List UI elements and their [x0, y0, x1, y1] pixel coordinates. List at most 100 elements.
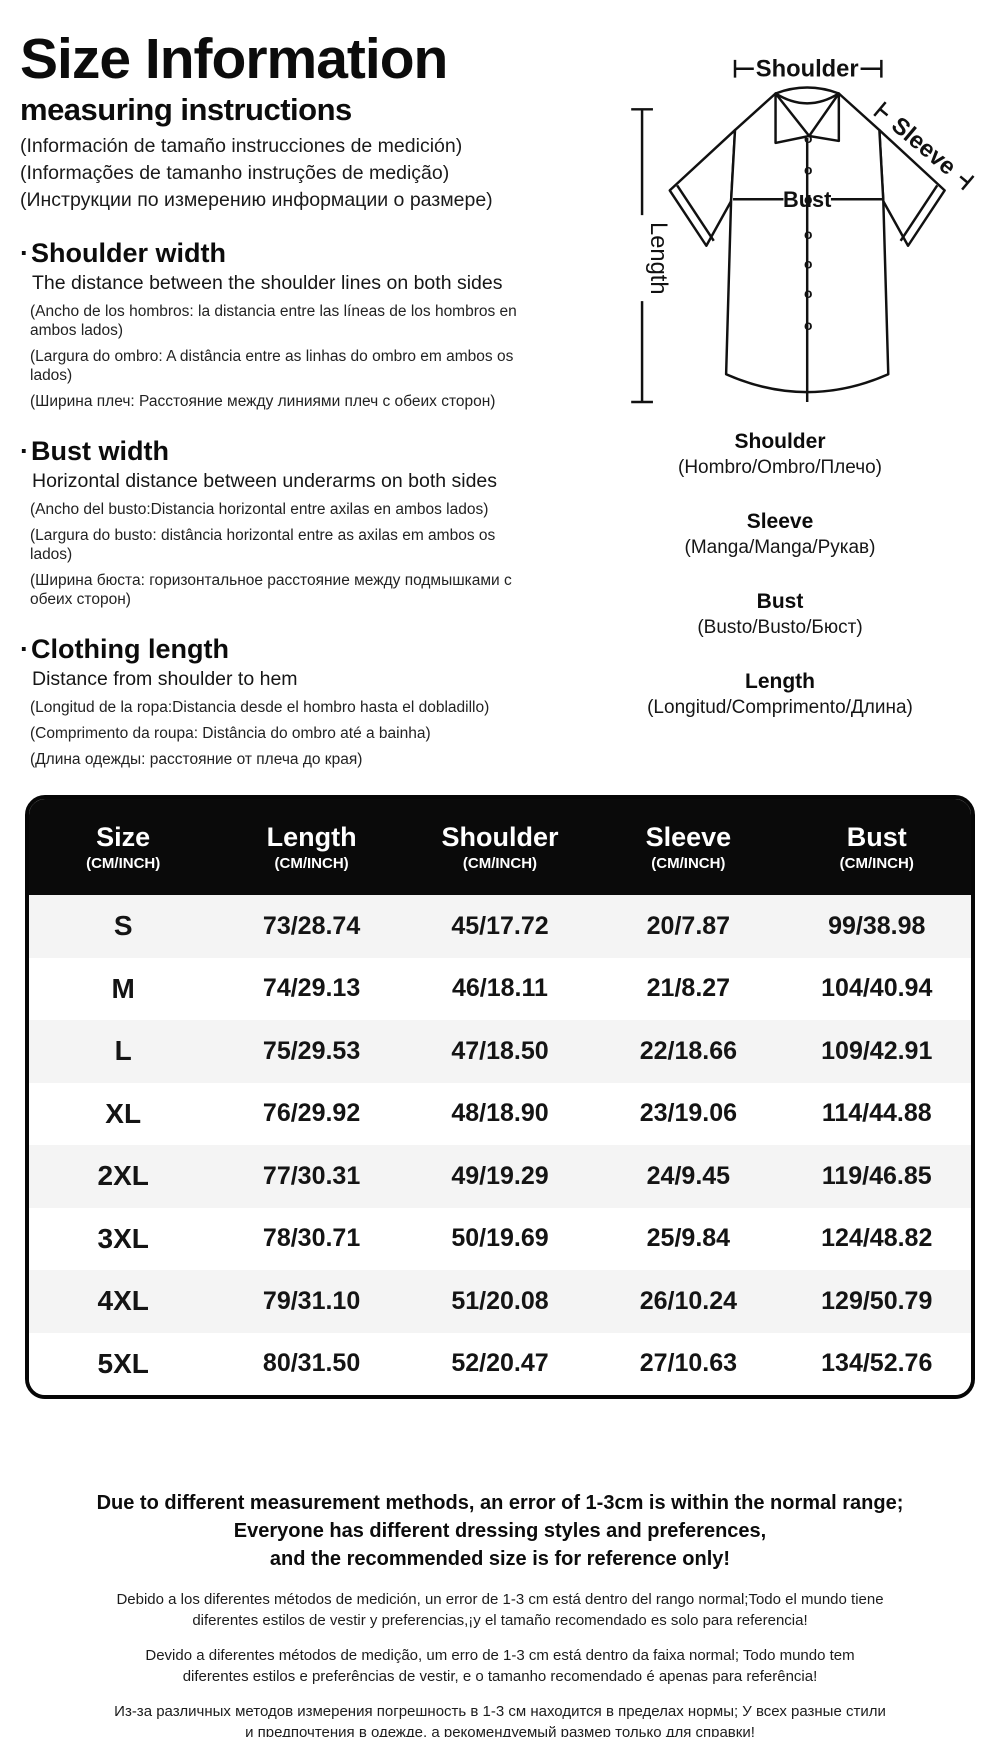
disclaimer-line: Из-за различных методов измерения погреш… — [114, 1703, 886, 1720]
legend-translation: (Manga/Manga/Рукав) — [684, 537, 876, 558]
sleeve-cell: 27/10.63 — [639, 1349, 738, 1378]
table-row-3xl: 3XL 78/30.71 50/19.69 25/9.84 124/48.82 — [29, 1207, 971, 1270]
button-dot: o — [804, 255, 812, 271]
disclaimer-line: Debido a los diferentes métodos de medic… — [116, 1591, 884, 1608]
size-cell: 3XL — [97, 1222, 149, 1254]
disclaimer-line: Everyone has different dressing styles a… — [233, 1520, 767, 1542]
bust-cell: 119/46.85 — [821, 1161, 932, 1190]
disclaimer-es: Debido a los diferentes métodos de medic… — [0, 1589, 1000, 1631]
column-header-shoulder: Shoulder (CM/INCH) — [406, 822, 594, 872]
title-translation-es: (Información de tamaño instrucciones de … — [20, 135, 463, 158]
column-unit-label: (CM/INCH) — [462, 855, 538, 872]
column-header-label: Length — [266, 822, 357, 852]
shoulder-cell: 49/19.29 — [451, 1161, 549, 1190]
length-cell: 74/29.13 — [262, 974, 361, 1003]
table-row-5xl: 5XL 80/31.50 52/20.47 27/10.63 134/52.76 — [29, 1332, 971, 1395]
shoulder-cell: 47/18.50 — [451, 1036, 549, 1065]
shoulder-cell: 46/18.11 — [452, 974, 548, 1003]
section-heading: ·Bust width — [20, 436, 560, 467]
bullet-marker: · — [20, 436, 29, 467]
sleeve-cell: 21/8.27 — [646, 974, 731, 1003]
title-translations: (Información de tamaño instrucciones de … — [20, 134, 560, 213]
shoulder-cell: 48/18.90 — [451, 1099, 549, 1128]
length-diagram-label: Length — [645, 222, 671, 295]
section-heading-text: Clothing length — [31, 634, 229, 665]
size-cell: 2XL — [97, 1160, 149, 1192]
shoulder-diagram-label: Shoulder — [756, 57, 859, 83]
legend-item-sleeve: Sleeve (Manga/Manga/Рукав) — [560, 510, 1000, 559]
length-cell: 78/30.71 — [262, 1224, 361, 1253]
column-header-sleeve: Sleeve (CM/INCH) — [594, 822, 782, 872]
column-unit-label: (CM/INCH) — [86, 855, 161, 872]
disclaimer-line: и предпочтения в одежде, а рекомендуемый… — [245, 1724, 755, 1737]
column-header-length: Length (CM/INCH) — [217, 822, 405, 872]
size-cell: 5XL — [97, 1347, 149, 1379]
top-section: Size Information measuring instructions … — [0, 0, 1000, 768]
disclaimer-pt: Devido a diferentes métodos de medição, … — [0, 1645, 1000, 1687]
bust-cell: 114/44.88 — [821, 1099, 932, 1128]
shoulder-bracket — [733, 59, 883, 78]
legend-item-length: Length (Longitud/Comprimento/Длина) — [560, 670, 1000, 719]
shoulder-cell: 50/19.69 — [451, 1224, 549, 1253]
length-cell: 76/29.92 — [262, 1099, 361, 1128]
column-header-label: Size — [96, 822, 151, 852]
section-translation-es: (Longitud de la ropa:Distancia desde el … — [30, 699, 490, 717]
sleeve-cell: 25/9.84 — [646, 1224, 731, 1253]
section-translation-ru: (Ширина плеч: Расстояние между линиями п… — [30, 393, 496, 411]
length-cell: 79/31.10 — [262, 1286, 361, 1315]
disclaimer-line: Due to different measurement methods, an… — [96, 1492, 904, 1514]
bullet-marker: · — [20, 634, 29, 665]
sleeve-cell: 22/18.66 — [639, 1036, 738, 1065]
shoulder-cell: 51/20.08 — [451, 1286, 549, 1315]
legend-item-bust: Bust (Busto/Busto/Бюст) — [560, 590, 1000, 639]
section-translation-ru: (Ширина бюста: горизонтальное расстояние… — [30, 572, 512, 609]
diagram-column: o o o o o o o Shoulder Sleeve Bust Lengt… — [560, 30, 1000, 765]
table-row-m: M 74/29.13 46/18.11 21/8.27 104/40.94 — [29, 957, 971, 1020]
disclaimer-ru: Из-за различных методов измерения погреш… — [0, 1701, 1000, 1737]
legend-translation: (Longitud/Comprimento/Длина) — [647, 697, 913, 718]
table-header-row: Size (CM/INCH) Length (CM/INCH) Shoulder… — [29, 799, 971, 895]
sleeve-bracket — [873, 101, 975, 191]
table-row-4xl: 4XL 79/31.10 51/20.08 26/10.24 129/50.79 — [29, 1270, 971, 1333]
section-heading-text: Bust width — [31, 436, 169, 467]
diagram-legend: Shoulder (Hombro/Ombro/Плечо) Sleeve (Ma… — [560, 430, 1000, 719]
column-unit-label: (CM/INCH) — [839, 855, 914, 872]
button-dot: o — [804, 317, 812, 333]
column-unit-label: (CM/INCH) — [651, 855, 726, 872]
disclaimer-line: diferentes estilos de vestir y preferenc… — [192, 1612, 808, 1629]
column-header-size: Size (CM/INCH) — [29, 822, 217, 872]
legend-translation: (Hombro/Ombro/Плечо) — [678, 457, 882, 478]
instructions-column: Size Information measuring instructions … — [20, 27, 560, 768]
page-subtitle: measuring instructions — [20, 92, 352, 128]
legend-term: Length — [745, 670, 815, 693]
section-translation-ru: (Длина одежды: расстояние от плеча до кр… — [30, 751, 363, 769]
page-title: Size Information — [20, 27, 448, 91]
length-measure-line — [631, 108, 653, 404]
section-heading: ·Shoulder width — [20, 238, 560, 269]
bust-cell: 109/42.91 — [821, 1036, 933, 1065]
size-cell: XL — [105, 1097, 142, 1129]
column-header-label: Sleeve — [645, 822, 732, 852]
length-cell: 77/30.31 — [262, 1161, 361, 1190]
section-clothing-length: ·Clothing length Distance from shoulder … — [20, 634, 560, 769]
sleeve-cell: 24/9.45 — [646, 1161, 731, 1190]
section-description: The distance between the shoulder lines … — [32, 272, 503, 295]
section-translation-es: (Ancho de los hombros: la distancia entr… — [30, 303, 517, 340]
section-shoulder-width: ·Shoulder width The distance between the… — [20, 238, 560, 411]
legend-term: Sleeve — [746, 510, 814, 533]
table-row-s: S 73/28.74 45/17.72 20/7.87 99/38.98 — [29, 895, 971, 958]
shoulder-cell: 45/17.72 — [451, 911, 549, 940]
section-translation-pt: (Largura do busto: distância horizontal … — [30, 527, 496, 564]
bust-diagram-label: Bust — [783, 187, 831, 212]
legend-item-shoulder: Shoulder (Hombro/Ombro/Плечо) — [560, 430, 1000, 479]
legend-term: Bust — [756, 590, 804, 613]
size-cell: 4XL — [97, 1285, 149, 1317]
sleeve-cell: 26/10.24 — [639, 1286, 738, 1315]
section-description: Distance from shoulder to hem — [32, 668, 298, 691]
section-translation-pt: (Largura do ombro: A distância entre as … — [30, 348, 514, 385]
button-dot: o — [804, 285, 812, 301]
legend-translation: (Busto/Busto/Бюст) — [697, 617, 863, 638]
section-description: Horizontal distance between underarms on… — [32, 470, 498, 493]
length-cell: 75/29.53 — [262, 1036, 361, 1065]
table-row-l: L 75/29.53 47/18.50 22/18.66 109/42.91 — [29, 1020, 971, 1083]
